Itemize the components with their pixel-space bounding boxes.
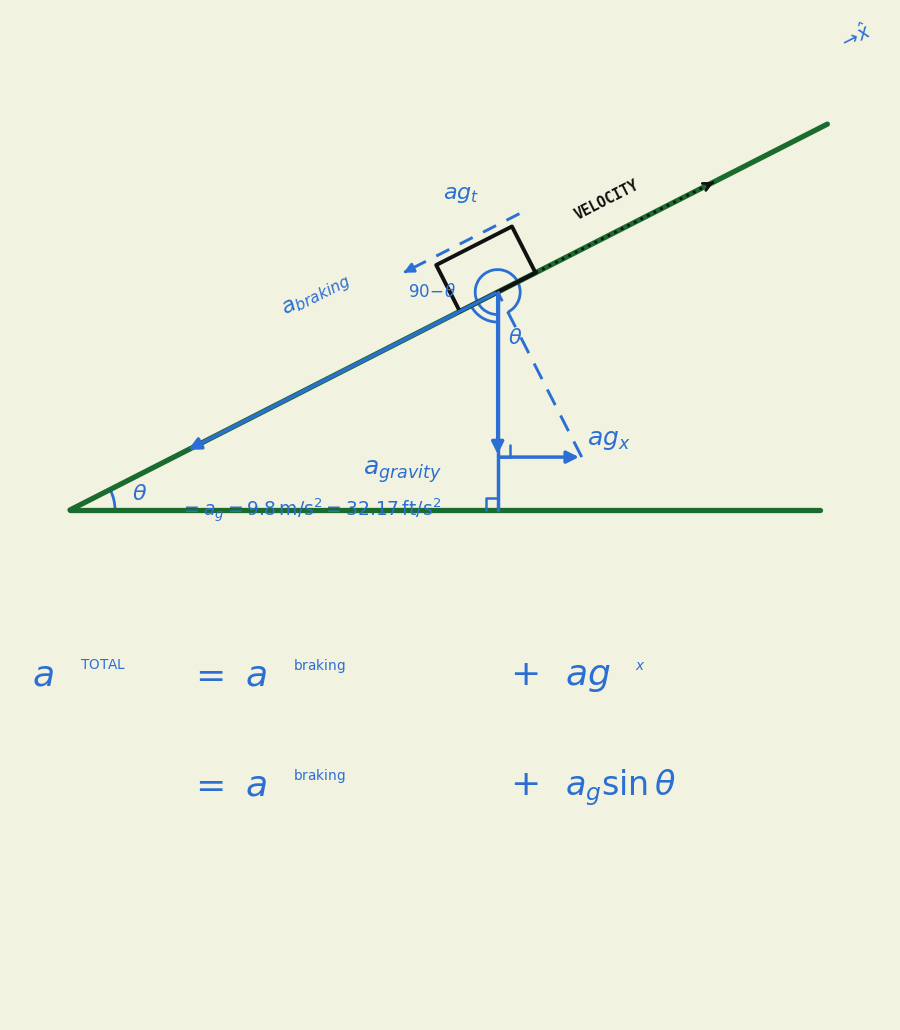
Text: $ag$: $ag$ [565, 660, 611, 694]
Text: $_x$: $_x$ [635, 654, 645, 673]
Text: $_{\rm TOTAL}$: $_{\rm TOTAL}$ [80, 653, 127, 673]
Text: $90\!-\!\theta$: $90\!-\!\theta$ [408, 283, 455, 301]
Text: $_{\rm braking}$: $_{\rm braking}$ [293, 657, 346, 676]
Text: $a$: $a$ [32, 658, 54, 692]
Text: $ag_t$: $ag_t$ [444, 185, 480, 205]
Text: $=$: $=$ [188, 658, 223, 692]
Text: $=$: $=$ [188, 768, 223, 802]
Text: $a_g \sin\theta$: $a_g \sin\theta$ [565, 767, 676, 808]
Text: $a_{gravity}$: $a_{gravity}$ [364, 458, 442, 485]
Text: $a$: $a$ [245, 768, 266, 802]
Text: $ag_x$: $ag_x$ [587, 428, 630, 452]
Text: $\theta$: $\theta$ [508, 329, 522, 348]
Text: $+$: $+$ [510, 658, 538, 692]
Text: $a_{braking}$: $a_{braking}$ [279, 269, 355, 322]
Text: $\theta$: $\theta$ [132, 484, 148, 504]
Text: $= a_g = 9.8\,\mathrm{m/s^2} = 32.17\,\mathrm{ft/s^2}$: $= a_g = 9.8\,\mathrm{m/s^2} = 32.17\,\m… [180, 497, 441, 525]
Text: VELOCITY: VELOCITY [572, 178, 641, 222]
Text: $a$: $a$ [245, 658, 266, 692]
Text: $\rightarrow\!\hat{x}$: $\rightarrow\!\hat{x}$ [835, 20, 876, 55]
Text: $+$: $+$ [510, 768, 538, 802]
Text: $_{\rm braking}$: $_{\rm braking}$ [293, 766, 346, 786]
